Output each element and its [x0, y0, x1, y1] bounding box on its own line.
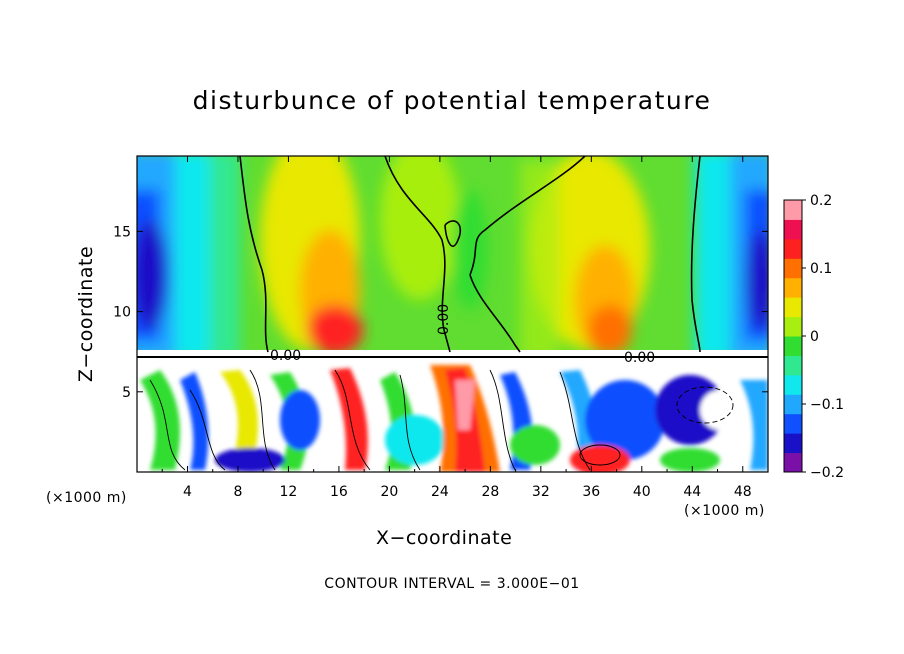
plot-frame: [136, 155, 769, 473]
colorbar-swatch: [784, 374, 802, 395]
x-unit-label: (×1000 m): [46, 490, 127, 506]
colorbar-swatch: [784, 219, 802, 240]
y-tick-label: 15: [113, 224, 131, 240]
x-axis: 4 8 12 16 20 24 28 32 36 40 44 48: [161, 156, 752, 500]
colorbar: 0.2 0.1 0 −0.1 −0.2: [783, 193, 844, 481]
colorbar-swatch: [784, 258, 802, 279]
x-axis-title: X−coordinate: [376, 527, 513, 549]
colorbar-swatch: [784, 238, 802, 259]
colorbar-swatch: [784, 413, 802, 434]
x-tick-label: 32: [532, 484, 550, 500]
y-axis: 5 10 15: [113, 224, 768, 401]
x-tick-label: 20: [380, 484, 398, 500]
y-axis-title: Z−coordinate: [75, 245, 97, 383]
x-tick-label: 16: [330, 484, 348, 500]
y-tick-label: 5: [122, 385, 131, 401]
x-tick-label: 48: [734, 484, 752, 500]
colorbar-swatch: [784, 297, 802, 318]
colorbar-swatch: [784, 355, 802, 376]
colorbar-swatch: [784, 316, 802, 337]
contour-interval-text: CONTOUR INTERVAL = 3.000E−01: [324, 576, 580, 592]
x-tick-label: 40: [633, 484, 651, 500]
colorbar-tick-label: 0.1: [810, 261, 832, 277]
colorbar-swatch: [784, 336, 802, 356]
chart-title: disturbunce of potential temperature: [192, 86, 712, 115]
x-tick-label: 28: [481, 484, 499, 500]
colorbar-tick-label: −0.2: [810, 465, 844, 481]
x-tick-label: 24: [431, 484, 449, 500]
contour-label: 0.00: [270, 348, 301, 364]
contour-label: 0.00: [436, 304, 452, 335]
colorbar-tick-label: −0.1: [810, 397, 844, 413]
x-unit-label-right: (×1000 m): [684, 503, 765, 519]
zero-contours: [239, 156, 701, 353]
colorbar-tick-label: 0.2: [810, 193, 832, 209]
colorbar-swatch: [784, 433, 802, 454]
contour-label: 0.00: [624, 350, 655, 366]
colorbar-swatch: [784, 277, 802, 298]
colorbar-swatch: [784, 452, 802, 473]
colorbar-swatch: [784, 200, 802, 220]
x-tick-label: 44: [683, 484, 701, 500]
y-tick-label: 10: [113, 305, 131, 321]
colorbar-tick-label: 0: [810, 329, 819, 345]
x-tick-label: 12: [280, 484, 298, 500]
x-tick-label: 4: [183, 484, 192, 500]
x-tick-label: 36: [582, 484, 600, 500]
x-tick-label: 8: [233, 484, 242, 500]
colorbar-swatch: [784, 394, 802, 415]
temperature-field: [137, 156, 768, 472]
